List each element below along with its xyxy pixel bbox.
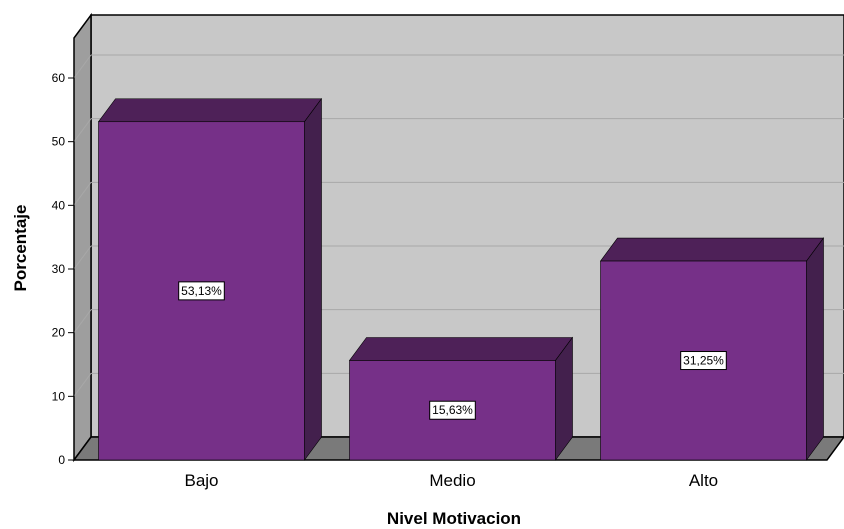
bar-top	[97, 98, 323, 123]
y-tick-label: 0	[58, 453, 65, 467]
data-label-box	[429, 400, 476, 420]
bar-bajo: 53,13%	[97, 97, 323, 461]
gridline-side	[73, 118, 92, 142]
data-label: 53,13%	[181, 284, 222, 298]
bar-alto: 31,25%	[599, 237, 825, 461]
y-tick-label: 20	[52, 326, 66, 340]
bar-side	[304, 97, 322, 461]
gridline-side	[73, 309, 92, 333]
y-tick-label: 40	[52, 198, 66, 212]
y-tick-label: 10	[52, 389, 66, 403]
y-tick-label: 30	[52, 262, 66, 276]
gridline-side	[73, 245, 92, 270]
bar-medio: 15,63%	[348, 336, 574, 461]
bar-side	[806, 237, 824, 461]
bar-top	[599, 237, 825, 262]
bar-top	[348, 337, 574, 361]
gridline-side	[73, 373, 92, 397]
y-axis-ticks: 0 10 20 30 40 50 60	[52, 38, 75, 467]
x-tick-label: Medio	[429, 471, 475, 490]
y-axis-title: Porcentaje	[11, 205, 30, 292]
bars: 53,13% 15,63% 31,25%	[97, 97, 825, 461]
x-axis-title: Nivel Motivacion	[387, 509, 521, 528]
x-tick-label: Alto	[689, 471, 718, 490]
x-tick-label: Bajo	[184, 471, 218, 490]
x-axis-ticks: Bajo Medio Alto	[184, 471, 718, 490]
data-label-box	[680, 351, 727, 371]
y-tick-label: 50	[52, 135, 66, 149]
gridline-side	[73, 182, 92, 206]
gridline-side	[73, 54, 92, 79]
data-label: 31,25%	[683, 354, 724, 368]
data-label: 15,63%	[432, 403, 473, 417]
data-label-box	[178, 281, 225, 301]
y-tick-label: 60	[52, 71, 66, 85]
